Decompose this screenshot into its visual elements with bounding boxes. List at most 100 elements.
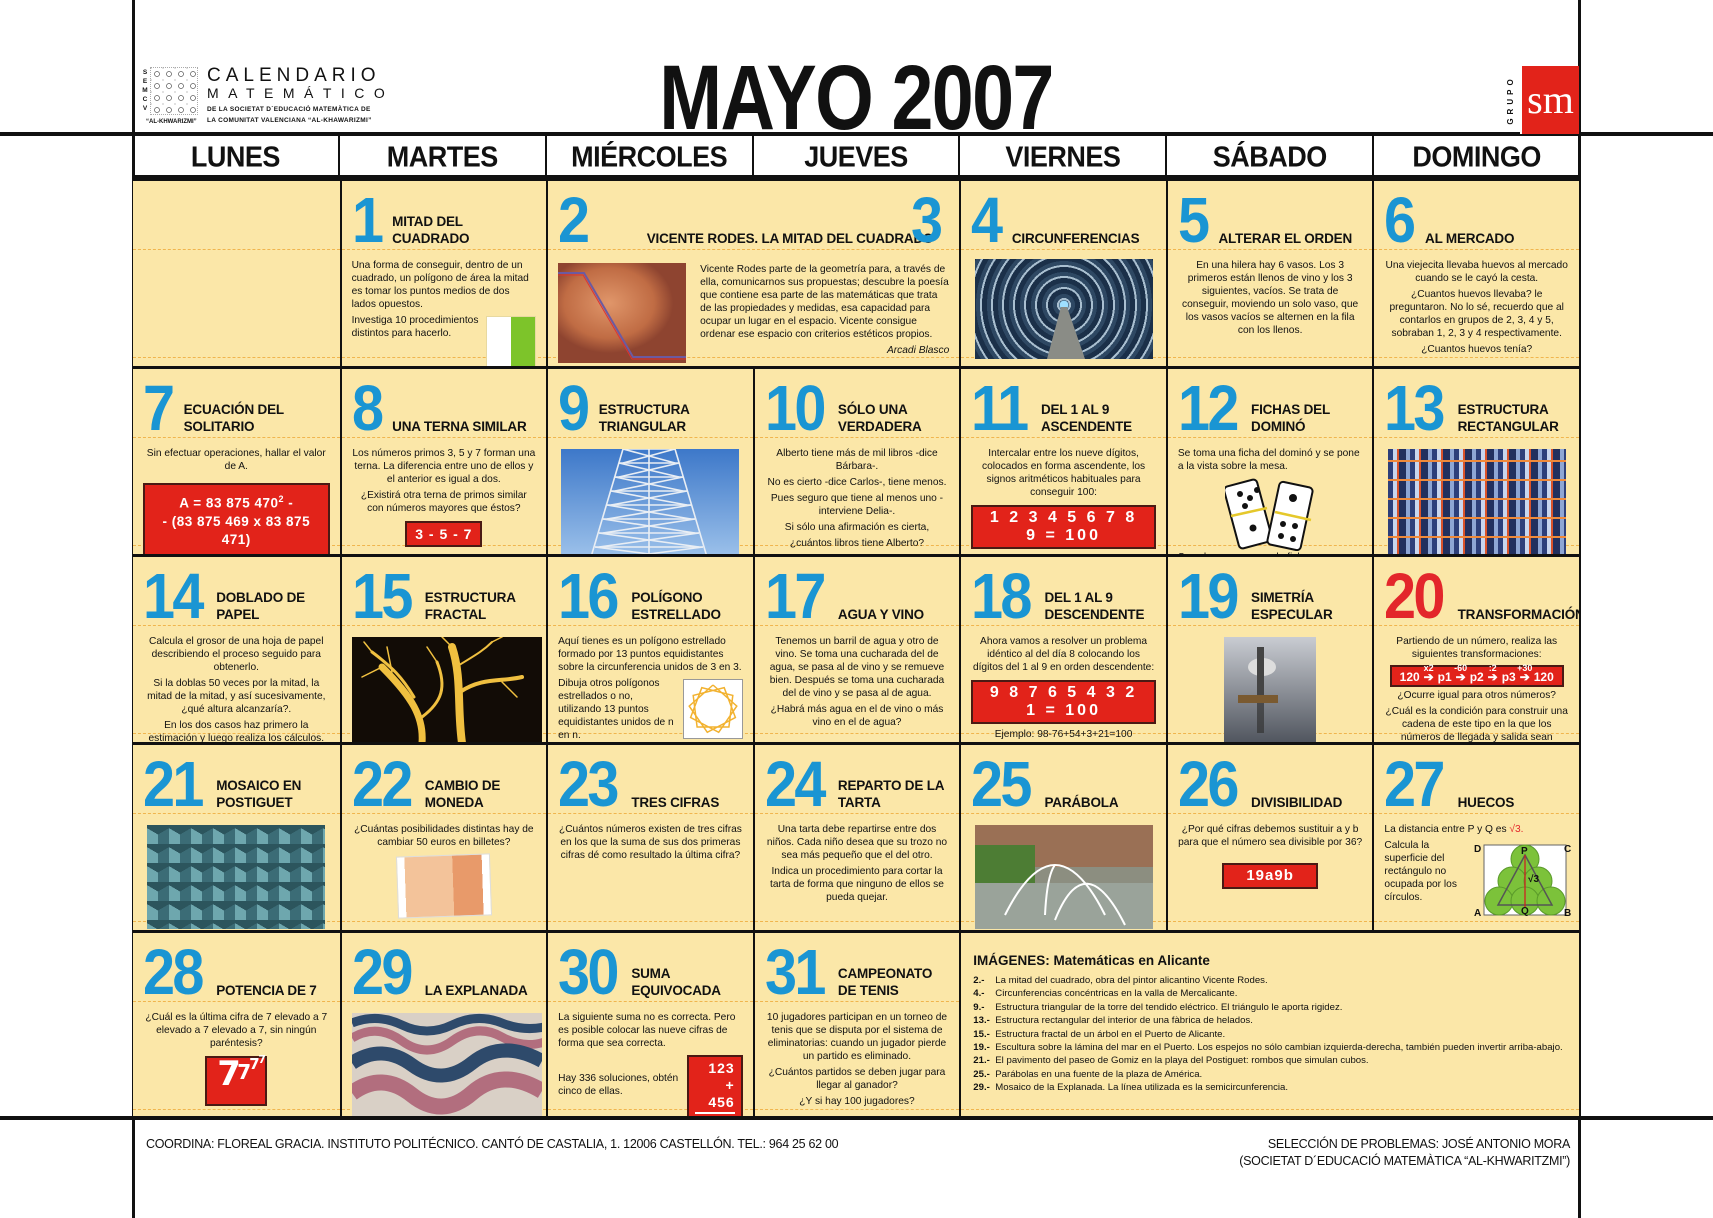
problem-text: ¿Existirá otra terna de primos similar c… <box>360 490 527 514</box>
chain-value: p2 <box>1469 670 1484 684</box>
dashed-divider <box>1167 357 1373 358</box>
dashed-divider <box>1167 625 1373 626</box>
problem-title: POTENCIA DE 7 <box>216 983 317 998</box>
day-number: 6 <box>1384 184 1416 256</box>
images-caption-list: IMÁGENES: Matemáticas en Alicante 2.- La m… <box>973 953 1573 1095</box>
dashed-divider <box>754 1001 960 1002</box>
problem-text: Dibuja otros polígonos estrellados o no,… <box>558 678 674 741</box>
problem-title: DIVISIBILIDAD <box>1251 795 1343 810</box>
day-header: 17 AGUA Y VINO <box>765 561 954 628</box>
chain-arrow-icon: ➔:2 <box>1484 663 1502 684</box>
day-cell-21: 21 MOSAICO EN POSTIGUET <box>133 742 340 930</box>
problem-text: Si la doblas 50 veces por la mitad, la m… <box>147 678 326 715</box>
chain-arrow-icon: ➔ +30 <box>1517 663 1533 684</box>
dashed-divider <box>754 733 960 734</box>
dashed-divider <box>754 813 960 814</box>
day-number: 20 <box>1384 560 1445 632</box>
day-cell-14: 14 DOBLADO DE PAPEL Calcula el grosor de u… <box>133 554 340 742</box>
problem-text: ¿Cuantos huevos llevaba? le preguntaron.… <box>1389 289 1564 339</box>
logo-letter: C <box>142 96 148 103</box>
problem-title: MITAD DEL CUADRADO <box>392 214 470 246</box>
problem-text: ¿Cuantos huevos tenía? <box>1421 344 1533 355</box>
rectangular-structure-image <box>1387 449 1566 554</box>
dashed-divider <box>1374 625 1579 626</box>
problem-body <box>971 259 1156 359</box>
weekday-header-row: LUNES MARTES MIÉRCOLES JUEVES VIERNES SÁ… <box>133 135 1579 178</box>
day-number: 19 <box>1177 560 1239 632</box>
day-cell-17: 17 AGUA Y VINO Tenemos un barril de agua y… <box>752 554 960 742</box>
day-cell-24: 24 REPARTO DE LA TARTA Una tarta debe repa… <box>752 742 960 930</box>
semcv-letters: S E M C V <box>142 68 148 113</box>
day-header: 1 MITAD DEL CUADRADO <box>352 185 541 252</box>
day-cell-26: 26 DIVISIBILIDAD ¿Por qué cifras debemos s… <box>1165 742 1373 930</box>
caption-item: 19.- Escultura sobre la lámina del mar en… <box>973 1041 1573 1054</box>
problem-text: ¿Cuántos números existen de tres cifras … <box>558 824 742 861</box>
dashed-divider <box>1374 437 1579 438</box>
problem-title: SÓLO UNA VERDADERA <box>837 402 922 434</box>
dashed-divider <box>133 1109 340 1110</box>
dashed-divider <box>133 1001 340 1002</box>
logo-line-comunitat: LA COMUNITAT VALENCIANA “AL-KHAWARIZMI” <box>207 117 372 124</box>
day-cell-16: 16 POLÍGONO ESTRELLADO Aquí tienes es un p… <box>546 554 753 742</box>
problem-body: En una hilera hay 6 vasos. Los 3 primero… <box>1178 259 1363 354</box>
day-header: 30 SUMA EQUIVOCADA <box>558 937 747 1004</box>
problem-text: Sin efectuar operaciones, hallar el valo… <box>146 448 326 472</box>
caption-day: 21.- <box>973 1055 990 1067</box>
day-header: 4 CIRCUNFERENCIAS <box>971 185 1160 252</box>
dashed-divider <box>548 1001 753 1002</box>
answer-box: 1 2 3 4 5 6 7 8 9 = 100 <box>971 505 1156 549</box>
calendario-matematico-logo: S E M C V “AL-KHWARIZMI” CALENDARIO MATE… <box>142 66 392 128</box>
footer-coordinator: COORDINA: FLOREAL GRACIA. INSTITUTO POLI… <box>146 1137 839 1151</box>
chain-operation: -60 <box>1454 663 1468 673</box>
problem-title: MOSAICO EN POSTIGUET <box>216 778 302 810</box>
day-cell-10: 10 SÓLO UNA VERDADERA Alberto tiene más de… <box>752 366 960 554</box>
problem-body: Vicente Rodes parte de la geometría para… <box>558 263 949 363</box>
caption-item: 4.- Circunferencias concéntricas en la va… <box>973 987 1573 1000</box>
day-number: 28 <box>143 936 204 1008</box>
day-cell-25: 25 PARÁBOLA <box>959 742 1166 930</box>
chain-value: p3 <box>1501 670 1516 684</box>
problem-text: 10 jugadores participan en un torneo de … <box>766 1012 948 1062</box>
problem-body <box>346 1011 547 1117</box>
problem-body <box>971 823 1156 929</box>
day-cell-30: 30 SUMA EQUIVOCADA La siguiente suma no es… <box>546 930 753 1118</box>
problem-body: Se toma una ficha del dominó y se pone a… <box>1178 447 1363 554</box>
day-number: 26 <box>1177 748 1239 820</box>
day-header: 10 SÓLO UNA VERDADERA <box>765 373 954 440</box>
problem-text: La distancia entre P y Q es √3. <box>1384 823 1569 836</box>
problem-title: ESTRUCTURA RECTANGULAR <box>1457 402 1559 434</box>
day-cell-9: 9 ESTRUCTURA TRIANGULAR <box>546 366 753 554</box>
day-number: 24 <box>764 748 826 820</box>
weekday-jueves: JUEVES <box>751 135 959 176</box>
day-number: 27 <box>1384 748 1445 820</box>
right-margin-line <box>1578 0 1581 1218</box>
chain-arrow-icon: ➔ -60 <box>1452 663 1470 684</box>
circles-diagram: D C A B P Q √3 <box>1473 841 1571 921</box>
power-base: 7 <box>217 1054 241 1094</box>
dashed-divider <box>548 357 960 358</box>
day-header: 2 VICENTE RODES. LA MITAD DEL CUADRADO <box>558 185 953 252</box>
logo-pattern-icon <box>150 67 198 115</box>
caption-item: 9.- Estructura triangular de la torre del… <box>973 1001 1573 1014</box>
logo-letter: V <box>142 105 148 112</box>
day-header: 28 POTENCIA DE 7 <box>143 936 334 1008</box>
day-header: 14 DOBLADO DE PAPEL <box>143 561 334 628</box>
caption-item: 15.- Estructura fractal de un árbol en el… <box>973 1028 1573 1041</box>
chain-operation: :2 <box>1488 663 1497 673</box>
day-header: 5 ALTERAR EL ORDEN <box>1178 185 1367 252</box>
day-number: 29 <box>351 936 413 1008</box>
problem-title: LA EXPLANADA <box>424 983 528 998</box>
dashed-divider <box>754 545 960 546</box>
caption-text: Escultura sobre la lámina del mar en el … <box>995 1042 1563 1054</box>
transformation-chain: 120 ➔ x2 p1 ➔ -60 p2 ➔:2 p3 ➔ +30 120 <box>1389 663 1564 687</box>
problem-text: ¿Ocurre igual para otros números? <box>1397 690 1556 701</box>
problem-body: ¿Cuántos números existen de tres cifras … <box>558 823 743 918</box>
problem-title: PARÁBOLA <box>1044 795 1119 810</box>
sum-rule <box>694 1112 735 1114</box>
weekday-domingo: DOMINGO <box>1372 135 1579 176</box>
calendar-grid: 1 MITAD DEL CUADRADO Una forma de consegui… <box>133 178 1579 1118</box>
weekday-sabado: SÁBADO <box>1165 135 1372 176</box>
logo-letter: E <box>142 78 148 85</box>
diagram-label-a: A <box>1473 908 1482 919</box>
